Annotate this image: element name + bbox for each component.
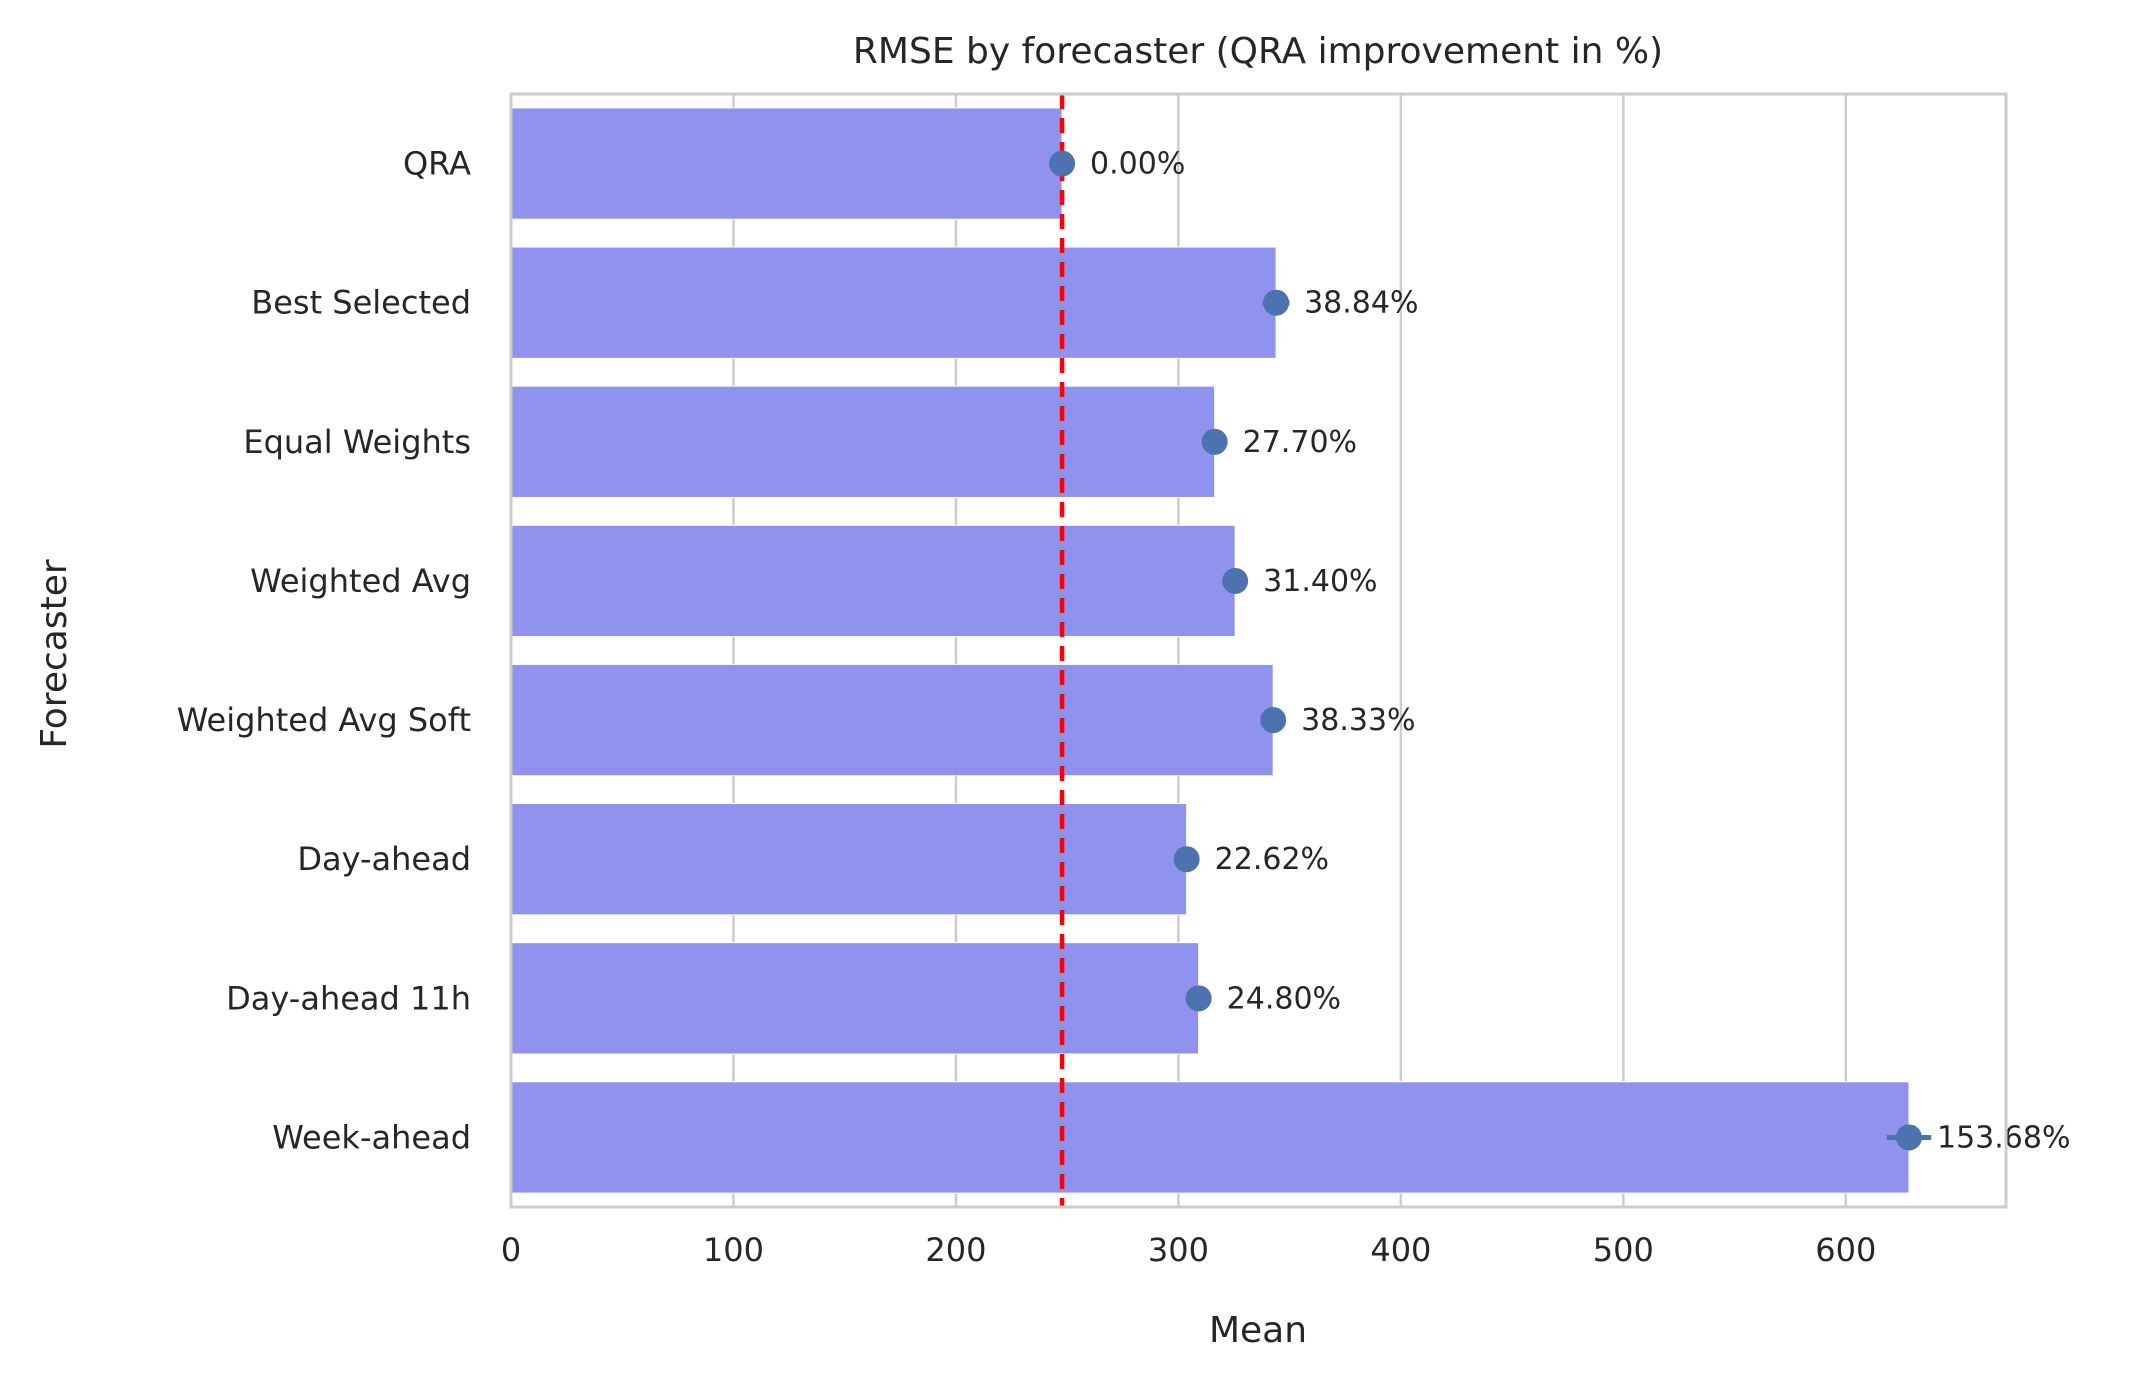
data-label: 38.84% — [1304, 286, 1418, 321]
x-tick-label: 500 — [1593, 1231, 1654, 1269]
point-marker — [1049, 150, 1076, 177]
data-label: 22.62% — [1215, 842, 1329, 877]
data-label: 31.40% — [1263, 564, 1377, 599]
y-tick-label: QRA — [403, 145, 471, 183]
bar — [510, 524, 1236, 638]
point-marker — [1185, 985, 1212, 1012]
plot-frame — [509, 92, 2008, 1209]
x-tick-label: 100 — [703, 1231, 764, 1269]
point-marker — [1201, 428, 1228, 455]
data-label: 0.00% — [1090, 147, 1185, 182]
data-labels: 0.00% 38.84% 27.70% 31.40% 38.33% 22.62% 24.80… — [1090, 147, 2070, 1156]
points — [1049, 150, 1932, 1151]
y-tick-label: Weighted Avg Soft — [177, 701, 471, 739]
point-marker — [1260, 707, 1287, 734]
y-tick-label: Best Selected — [251, 284, 471, 322]
point-marker — [1896, 1124, 1923, 1151]
data-label: 153.68% — [1937, 1120, 2070, 1155]
point-marker — [1263, 289, 1290, 316]
x-tick-label: 200 — [925, 1231, 986, 1269]
bars — [510, 107, 1910, 1194]
bar — [510, 107, 1063, 220]
point-marker — [1222, 567, 1249, 594]
y-tick-label: Day-ahead — [297, 840, 471, 878]
x-axis-title: Mean — [1209, 1310, 1307, 1351]
data-label: 27.70% — [1243, 425, 1357, 460]
y-tick-label: Day-ahead 11h — [226, 979, 471, 1017]
y-tick-label: Equal Weights — [243, 423, 471, 461]
bar — [510, 385, 1216, 498]
y-axis-title: Forecaster — [34, 559, 75, 748]
x-tick-label: 600 — [1815, 1231, 1876, 1269]
y-tick-label: Week-ahead — [272, 1118, 471, 1156]
x-tick-label: 300 — [1148, 1231, 1209, 1269]
point-marker — [1173, 846, 1200, 873]
bar — [510, 246, 1277, 359]
data-label: 38.33% — [1301, 703, 1415, 738]
tick-labels: 0 100 200 300 400 500 600 QRA Best Selected Equal… — [177, 145, 1877, 1269]
bar — [510, 803, 1188, 916]
bar — [510, 663, 1274, 777]
bar — [510, 942, 1200, 1055]
x-tick-label: 0 — [501, 1231, 521, 1269]
bar — [510, 1081, 1910, 1194]
x-tick-label: 400 — [1370, 1231, 1431, 1269]
chart-title: RMSE by forecaster (QRA improvement in %… — [853, 31, 1663, 72]
y-tick-label: Weighted Avg — [250, 562, 471, 600]
data-label: 24.80% — [1227, 981, 1341, 1016]
